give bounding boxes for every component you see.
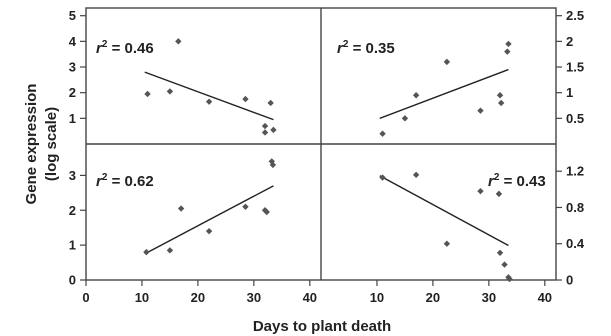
bottom-right-data-point [379,174,386,181]
r2-superscript: 2 [102,172,108,183]
r2-value: = 0.46 [107,40,153,57]
bottom-left-data-point [166,247,174,254]
bottom-right-r2-label: r2 = 0.43 [488,172,546,190]
bottom-left-data-point [205,227,213,235]
r2-symbol: r [337,40,344,57]
top-right-data-point [401,115,409,122]
top-right-y-tick-label: 1.5 [566,60,584,75]
bottom-left-y-tick-label: 2 [69,203,76,218]
bottom-right-data-point [506,275,513,283]
top-left-data-point [261,129,269,136]
bottom-right-x-tick-label: 40 [538,290,552,305]
bottom-right-y-tick-label: 1.2 [566,164,584,179]
y-axis-title-line-2: (log scale) [43,107,60,181]
top-right-y-tick-label: 0.5 [566,111,584,126]
bottom-left-data-point [269,161,277,169]
bottom-left-x-tick-label: 40 [303,290,317,305]
bottom-left-data-point [261,207,269,214]
top-left-data-point [144,90,151,98]
top-left-r2-label: r2 = 0.46 [96,39,154,57]
bottom-left-y-tick-label: 3 [69,168,76,183]
top-right-data-point [497,99,505,107]
bottom-left-data-point [143,248,150,256]
top-left-data-point [175,38,182,45]
top-right-data-point [443,58,451,66]
top-left-data-point [242,95,249,103]
top-left-y-tick-label: 1 [69,111,76,126]
r2-superscript: 2 [102,39,108,50]
bottom-right-data-point [495,190,503,198]
bottom-right-data-point [477,187,484,195]
bottom-left-x-tick-label: 10 [135,290,149,305]
r2-symbol: r [488,173,495,190]
top-left-y-tick-label: 2 [69,85,76,100]
top-left-data-point [267,99,274,107]
bottom-left-x-tick-label: 30 [247,290,261,305]
top-left-y-tick-label: 4 [69,34,77,49]
bottom-right-y-tick-label: 0 [566,273,573,288]
top-right-fit-line [379,68,509,119]
bottom-left-y-tick-label: 0 [69,273,76,288]
bottom-right-y-tick-label: 0.8 [566,200,584,215]
bottom-left-data-point [263,208,270,216]
top-right-data-point [412,92,420,99]
bottom-left-r2-label: r2 = 0.62 [96,172,154,190]
top-right-data-point [477,107,484,114]
top-left-data-point [166,88,174,95]
y-axis-title-line-1: Gene expression [23,84,40,205]
top-right-y-tick-label: 1 [566,85,573,100]
x-axis-title: Days to plant death [253,318,391,335]
r2-value: = 0.35 [348,40,394,57]
bottom-right-data-point [501,261,508,268]
top-right-y-tick-label: 2 [566,34,573,49]
bottom-right-data-point [412,171,420,179]
top-left-data-point [205,98,213,105]
r2-value: = 0.43 [499,173,545,190]
r2-symbol: r [96,173,103,190]
top-right-data-point [504,48,511,55]
bottom-right-x-tick-label: 30 [482,290,496,305]
top-left-y-tick-label: 5 [69,8,76,23]
top-right-r2-label: r2 = 0.35 [337,39,395,57]
bottom-left-x-tick-label: 0 [82,290,89,305]
bottom-left-x-tick-label: 20 [191,290,205,305]
top-right-data-point [379,130,386,137]
bottom-right-x-tick-label: 20 [426,290,440,305]
bottom-left-fit-line [144,185,274,255]
top-left-data-point [270,126,277,134]
bottom-left-data-point [177,205,185,212]
r2-superscript: 2 [494,172,500,183]
top-right-data-point [496,92,504,99]
r2-value: = 0.62 [107,173,153,190]
bottom-right-y-tick-label: 0.4 [566,236,585,251]
top-right-y-tick-label: 2.5 [566,8,584,23]
bottom-right-data-point [496,249,504,256]
top-left-fit-line [144,71,274,121]
r2-symbol: r [96,40,103,57]
top-left-y-tick-label: 3 [69,60,76,75]
r2-superscript: 2 [343,39,349,50]
bottom-right-x-tick-label: 10 [370,290,384,305]
bottom-right-data-point [443,240,451,247]
top-right-data-point [505,40,512,48]
bottom-left-data-point [242,203,249,210]
bottom-right-fit-line [379,175,509,247]
bottom-left-y-tick-label: 1 [69,238,76,253]
top-left-data-point [261,122,269,130]
